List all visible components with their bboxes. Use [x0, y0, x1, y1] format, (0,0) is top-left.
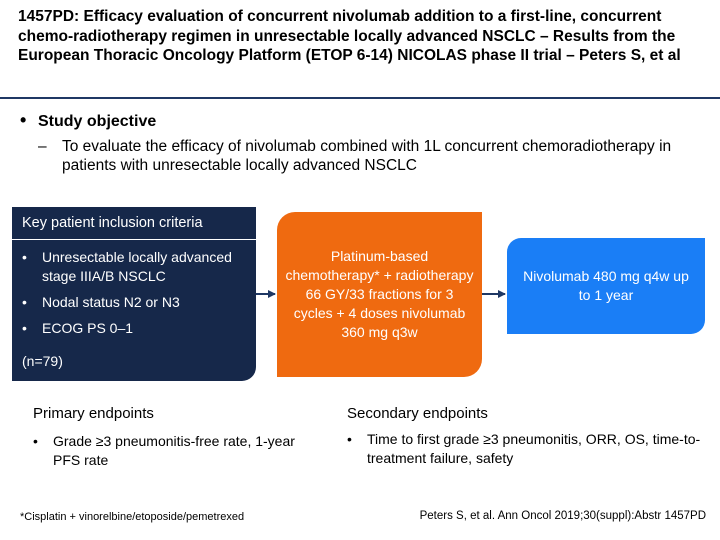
secondary-endpoint-text: Time to first grade ≥3 pneumonitis, ORR,…	[367, 431, 701, 466]
bullet-glyph: •	[20, 110, 27, 130]
list-item: • Nodal status N2 or N3	[22, 293, 256, 312]
inclusion-criteria-box: Key patient inclusion criteria • Unresec…	[12, 207, 256, 381]
reference-citation: Peters S, et al. Ann Oncol 2019;30(suppl…	[419, 510, 706, 522]
footnote: *Cisplatin + vinorelbine/etoposide/pemet…	[20, 511, 245, 523]
bullet-glyph: •	[22, 294, 27, 310]
inclusion-list: • Unresectable locally advanced stage II…	[12, 248, 256, 338]
bullet-glyph: •	[22, 320, 27, 336]
objective-text: To evaluate the efficacy of nivolumab co…	[62, 138, 672, 174]
secondary-endpoints-title: Secondary endpoints	[347, 405, 488, 422]
bullet-glyph: •	[347, 431, 352, 447]
objective-heading-row: • Study objective	[20, 110, 156, 131]
title-divider	[0, 97, 720, 99]
dash-glyph: –	[38, 138, 47, 155]
nivolumab-text: Nivolumab 480 mg q4w up to 1 year	[523, 268, 689, 303]
primary-endpoints-title: Primary endpoints	[33, 405, 154, 422]
objective-heading: Study objective	[38, 113, 157, 130]
list-item: • Time to first grade ≥3 pneumonitis, OR…	[347, 430, 707, 467]
bullet-glyph: •	[22, 249, 27, 265]
inclusion-item-text: Unresectable locally advanced stage IIIA…	[42, 249, 232, 284]
chemoradiotherapy-text: Platinum-based chemotherapy* + radiother…	[285, 248, 474, 340]
inclusion-header: Key patient inclusion criteria	[12, 207, 256, 240]
list-item: • Unresectable locally advanced stage II…	[22, 248, 256, 286]
chemoradiotherapy-box: Platinum-based chemotherapy* + radiother…	[277, 212, 482, 377]
objective-text-row: – To evaluate the efficacy of nivolumab …	[38, 137, 698, 175]
bullet-glyph: •	[33, 433, 38, 449]
patient-count: (n=79)	[22, 353, 63, 369]
slide-title: 1457PD: Efficacy evaluation of concurren…	[18, 8, 681, 64]
nivolumab-maintenance-box: Nivolumab 480 mg q4w up to 1 year	[507, 238, 705, 334]
inclusion-item-text: Nodal status N2 or N3	[42, 294, 180, 310]
list-item: • Grade ≥3 pneumonitis-free rate, 1-year…	[33, 432, 303, 469]
list-item: • ECOG PS 0–1	[22, 319, 256, 338]
primary-endpoint-text: Grade ≥3 pneumonitis-free rate, 1-year P…	[53, 433, 295, 468]
inclusion-item-text: ECOG PS 0–1	[42, 320, 134, 336]
